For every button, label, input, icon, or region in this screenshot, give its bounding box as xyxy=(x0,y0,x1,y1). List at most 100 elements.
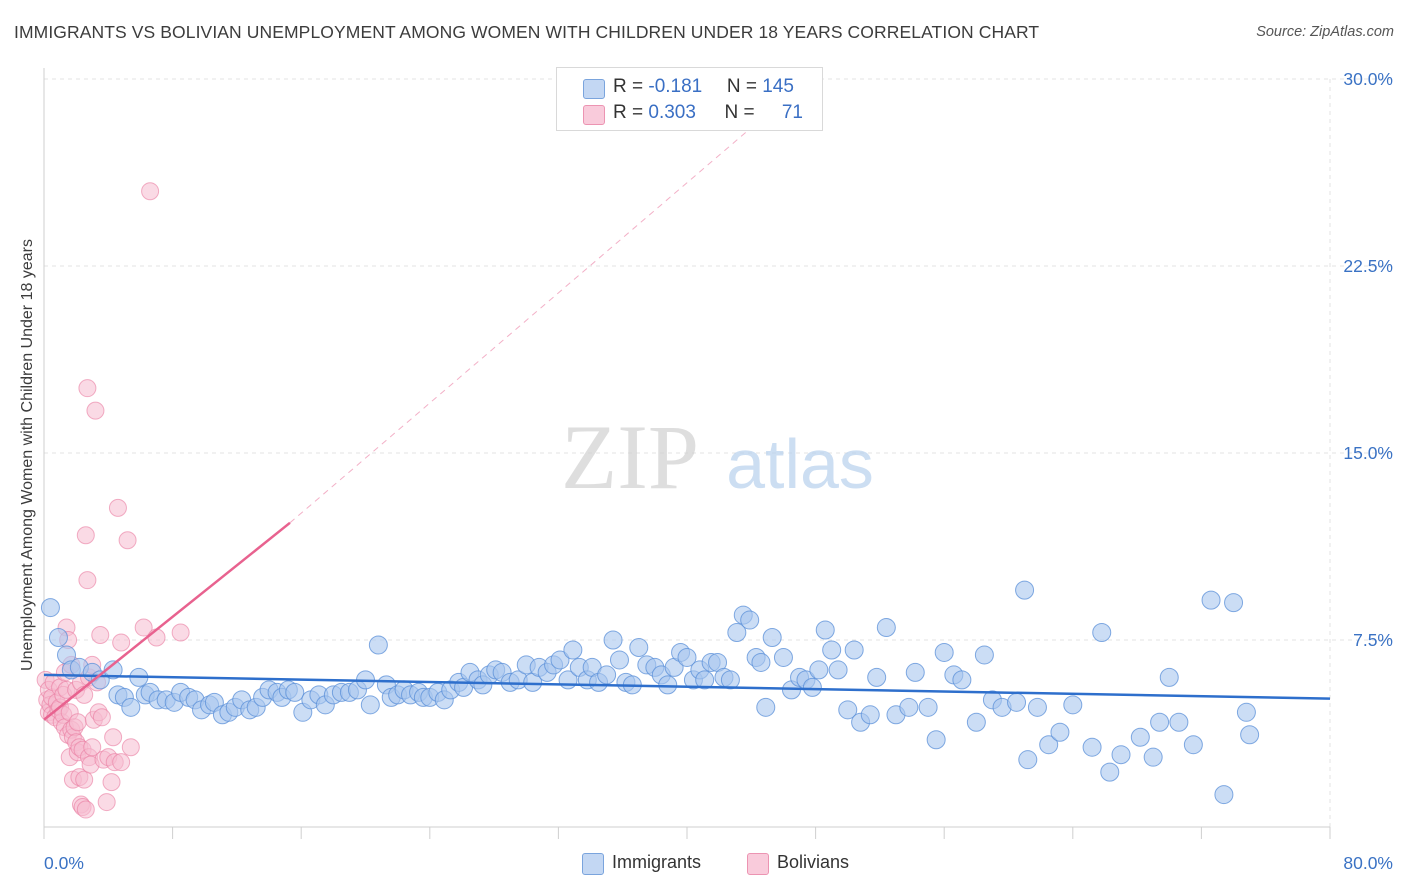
data-point-immigrants xyxy=(1183,735,1203,755)
data-point-immigrants xyxy=(934,642,954,662)
data-point-immigrants xyxy=(563,640,583,660)
data-point-immigrants xyxy=(1236,702,1256,722)
data-point-immigrants xyxy=(48,628,68,648)
data-point-immigrants xyxy=(1130,727,1150,747)
data-point-immigrants xyxy=(1143,747,1163,767)
data-point-immigrants xyxy=(1100,762,1120,782)
legend-n-value: 71 xyxy=(781,102,803,123)
data-point-immigrants xyxy=(815,620,835,640)
bottom-legend-label-immigrants: Immigrants xyxy=(612,852,702,872)
data-point-bolivians xyxy=(134,618,153,637)
x-tick-label: 80.0% xyxy=(1343,853,1393,873)
data-point-immigrants xyxy=(677,647,697,667)
data-point-bolivians xyxy=(112,753,131,772)
data-point-bolivians xyxy=(108,498,127,517)
data-point-immigrants xyxy=(1224,593,1244,613)
data-point-immigrants xyxy=(40,598,60,618)
data-point-immigrants xyxy=(720,670,740,690)
data-point-immigrants xyxy=(952,670,972,690)
data-point-immigrants xyxy=(773,647,793,667)
data-point-bolivians xyxy=(78,379,97,398)
legend-n-value: 145 xyxy=(762,76,794,97)
trend-line-immigrants xyxy=(43,673,1331,700)
data-point-bolivians xyxy=(86,401,105,420)
data-point-bolivians xyxy=(141,182,160,201)
data-point-immigrants xyxy=(1092,623,1112,643)
data-point-immigrants xyxy=(103,660,123,680)
data-point-immigrants xyxy=(756,697,776,717)
data-point-immigrants xyxy=(1240,725,1260,745)
legend-box: R = -0.181 N = 145 R = 0.303 N = 71 xyxy=(556,67,823,131)
data-point-immigrants xyxy=(918,697,938,717)
data-point-immigrants xyxy=(802,677,822,697)
data-point-bolivians xyxy=(92,708,111,727)
data-point-immigrants xyxy=(1027,697,1047,717)
data-point-bolivians xyxy=(91,626,110,645)
legend-swatch-immigrants xyxy=(583,79,605,99)
grid-lines xyxy=(44,78,1392,827)
legend-n-label: N = xyxy=(724,102,760,123)
data-point-bolivians xyxy=(112,633,131,652)
data-point-bolivians xyxy=(68,713,87,732)
data-point-immigrants xyxy=(727,623,747,643)
data-point-immigrants xyxy=(740,610,760,630)
bottom-legend-swatch-immigrants xyxy=(582,853,604,875)
data-point-immigrants xyxy=(1063,695,1083,715)
legend-r-value: 0.303 xyxy=(648,102,696,123)
data-point-immigrants xyxy=(1169,712,1189,732)
data-point-immigrants xyxy=(658,675,678,695)
y-tick-label: 30.0% xyxy=(1343,69,1393,89)
legend-r-value: -0.181 xyxy=(648,76,703,97)
data-point-immigrants xyxy=(1039,735,1059,755)
data-point-immigrants xyxy=(285,682,305,702)
data-point-immigrants xyxy=(974,645,994,665)
data-point-immigrants xyxy=(695,670,715,690)
data-point-immigrants xyxy=(1015,580,1035,600)
data-point-bolivians xyxy=(147,628,166,647)
data-point-immigrants xyxy=(603,630,623,650)
legend-n-label: N = xyxy=(726,76,763,97)
data-point-immigrants xyxy=(966,712,986,732)
data-point-immigrants xyxy=(899,697,919,717)
trend-lines xyxy=(43,113,1331,721)
legend-swatch-bolivians xyxy=(583,105,605,125)
bottom-legend-label-bolivians: Bolivians xyxy=(777,852,850,872)
data-point-bolivians xyxy=(76,800,95,819)
trend-line-bolivians-extension xyxy=(289,113,768,524)
data-point-immigrants xyxy=(867,667,887,687)
data-point-immigrants xyxy=(1082,737,1102,757)
data-point-bolivians xyxy=(118,531,137,550)
data-point-bolivians xyxy=(102,773,121,792)
data-point-bolivians xyxy=(75,770,94,789)
data-point-immigrants xyxy=(828,660,848,680)
data-point-immigrants xyxy=(809,660,829,680)
series-bolivians xyxy=(36,182,190,819)
data-point-immigrants xyxy=(762,628,782,648)
data-point-bolivians xyxy=(83,738,102,757)
watermark: ZIP atlas xyxy=(561,406,874,508)
legend-r-label: R = xyxy=(613,102,649,123)
data-point-immigrants xyxy=(751,652,771,672)
data-point-immigrants xyxy=(1214,785,1234,805)
data-point-immigrants xyxy=(360,695,380,715)
data-point-immigrants xyxy=(1159,667,1179,687)
data-point-immigrants xyxy=(1111,745,1131,765)
data-point-immigrants xyxy=(860,705,880,725)
data-point-immigrants xyxy=(629,637,649,657)
x-tick-label: 0.0% xyxy=(44,853,84,873)
data-point-immigrants xyxy=(926,730,946,750)
data-point-immigrants xyxy=(822,640,842,660)
data-point-immigrants xyxy=(876,618,896,638)
watermark-zip: ZIP xyxy=(561,406,699,508)
data-point-immigrants xyxy=(1018,750,1038,770)
data-point-immigrants xyxy=(368,635,388,655)
y-tick-label: 22.5% xyxy=(1343,256,1393,276)
data-point-immigrants xyxy=(1201,590,1221,610)
data-point-immigrants xyxy=(121,697,141,717)
data-point-immigrants xyxy=(597,665,617,685)
data-point-bolivians xyxy=(121,738,140,757)
y-tick-label: 7.5% xyxy=(1353,630,1393,650)
data-point-bolivians xyxy=(76,526,95,545)
data-point-immigrants xyxy=(1150,712,1170,732)
